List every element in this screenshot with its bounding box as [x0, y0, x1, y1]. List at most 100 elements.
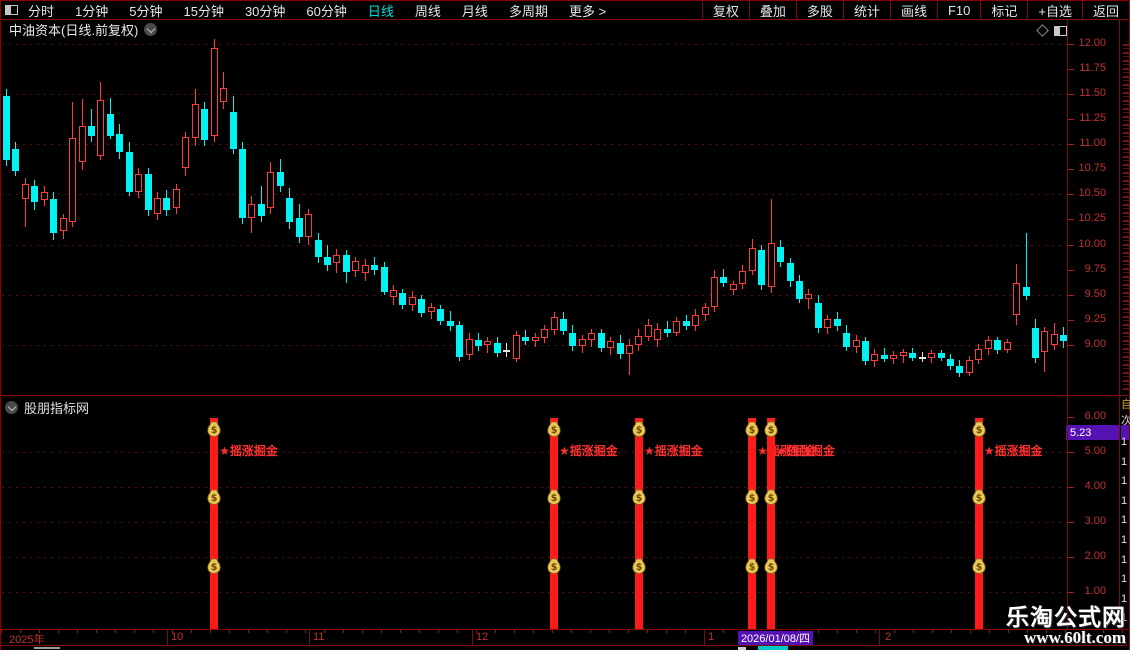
window-pane-icon[interactable]	[5, 5, 18, 15]
tab-period-5分钟[interactable]: 5分钟	[129, 3, 163, 19]
candle-body	[928, 352, 936, 358]
price-axis-label: 9.00	[1084, 337, 1106, 350]
toolbar-button-统计[interactable]: 统计	[842, 1, 890, 20]
money-bag-icon: $	[207, 556, 221, 574]
strip-digit: 1	[1121, 475, 1128, 488]
toolbar-button-+自选[interactable]: +自选	[1027, 1, 1082, 20]
toolbar-button-叠加[interactable]: 叠加	[748, 1, 796, 20]
candle-body	[663, 328, 671, 333]
candle-body	[503, 349, 511, 352]
period-toolbar: 分时 1分钟 5分钟 15分钟 30分钟 60分钟 日线 周线 月线 多周期 更多 > 复权 叠加 多股…	[1, 0, 1130, 20]
candle-body	[767, 242, 775, 287]
candle-wick	[90, 109, 92, 143]
candle-body	[777, 246, 785, 262]
tab-period-月线[interactable]: 月线	[461, 3, 488, 19]
candle-body	[1031, 327, 1039, 358]
toolbar-button-标记[interactable]: 标记	[980, 1, 1027, 20]
toolbar-button-画线[interactable]: 画线	[889, 1, 937, 20]
indicator-panel[interactable]: $ $ $ ★摇涨掘金 $ $ $ ★摇涨掘金 $ $ $ ★摇涨掘金 $ $ $ ★摇涨掘金 $ $ $ ★摇涨掘金…	[2, 396, 1067, 629]
candle-body	[437, 308, 445, 321]
time-axis: 2025年 2026/01/08/四 10 11 12 1 2	[1, 630, 1130, 646]
svg-text:$: $	[749, 425, 756, 436]
candle-body	[644, 324, 652, 337]
candle-body	[1022, 286, 1030, 296]
money-bag-icon: $	[207, 418, 221, 437]
price-axis-label: 11.25	[1079, 112, 1106, 125]
candle-body	[833, 318, 841, 326]
highlighted-date: 2026/01/08/四	[738, 630, 813, 645]
candle-body	[758, 249, 766, 285]
candle-body	[597, 332, 605, 348]
candle-body	[654, 328, 662, 340]
month-separator	[167, 630, 168, 645]
price-axis-tick	[1068, 319, 1074, 321]
candle-body	[201, 109, 209, 141]
tab-period-周线[interactable]: 周线	[414, 3, 441, 19]
candle-body	[512, 334, 520, 359]
toolbar-button-F10[interactable]: F10	[936, 1, 980, 20]
price-axis-label: 11.50	[1079, 87, 1106, 100]
indicator-axis-tick	[1068, 592, 1074, 593]
candle-body	[144, 174, 152, 211]
candle-body	[522, 336, 530, 341]
toolbar-button-复权[interactable]: 复权	[701, 1, 749, 20]
svg-text:$: $	[768, 562, 775, 573]
candle-body	[446, 320, 454, 326]
candle-body	[814, 302, 822, 328]
indicator-axis: 6.00 5.00 4.00 3.00 2.00 1.00	[1067, 0, 1120, 629]
candle-body	[682, 320, 690, 326]
candle-body	[984, 339, 992, 349]
money-bag-icon: $	[547, 556, 561, 574]
chevron-down-icon[interactable]	[5, 401, 18, 414]
candle-body	[456, 324, 464, 357]
candle-body	[21, 184, 29, 200]
month-label: 10	[171, 631, 184, 643]
tab-period-15分钟[interactable]: 15分钟	[183, 3, 224, 19]
tab-period-分时[interactable]: 分时	[28, 3, 55, 19]
svg-text:$: $	[551, 562, 558, 573]
svg-text:$: $	[636, 425, 643, 436]
svg-text:$: $	[768, 493, 775, 504]
signal-bar	[748, 418, 757, 629]
month-label: 2	[885, 631, 892, 643]
indicator-axis-label: 3.00	[1084, 515, 1106, 527]
price-axis-label: 10.25	[1078, 212, 1106, 225]
signal-bar	[767, 418, 776, 629]
price-axis-tick	[1068, 44, 1074, 45]
tab-period-多周期[interactable]: 多周期	[508, 3, 548, 19]
price-gridline	[2, 194, 1067, 196]
signal-bar	[550, 418, 559, 629]
strip-digit: 1	[1121, 534, 1128, 546]
price-axis-tick	[1068, 344, 1074, 346]
chevron-down-icon[interactable]	[144, 22, 158, 36]
price-gridline	[2, 344, 1067, 346]
toolbar-button-多股[interactable]: 多股	[795, 1, 843, 20]
candle-body	[616, 342, 624, 354]
price-axis-label: 11.75	[1079, 62, 1106, 75]
indicator-axis-tick	[1068, 557, 1074, 558]
candle-body	[50, 199, 58, 233]
split-view-icon[interactable]	[1054, 26, 1067, 36]
candle-body	[1003, 341, 1011, 350]
money-bag-icon: $	[972, 556, 986, 574]
candle-body	[69, 138, 77, 223]
tab-period-日线[interactable]: 日线	[367, 3, 394, 19]
toolbar-button-返回[interactable]: 返回	[1081, 1, 1129, 20]
right-edge-strip: 自 次 1 1 1 1 1 1 1 1 1 1	[1120, 20, 1130, 645]
tab-period-30分钟[interactable]: 30分钟	[244, 3, 286, 19]
main-candlestick-chart[interactable]	[2, 38, 1067, 395]
candle-body	[635, 335, 643, 345]
tab-period-1分钟[interactable]: 1分钟	[75, 3, 109, 19]
candle-body	[380, 266, 388, 292]
candle-body	[40, 192, 48, 201]
candle-body	[965, 359, 973, 373]
candle-body	[701, 306, 709, 315]
indicator-axis-label: 4.00	[1084, 480, 1106, 492]
tab-period-更多 >[interactable]: 更多 >	[568, 3, 607, 19]
tab-period-60分钟[interactable]: 60分钟	[306, 3, 347, 19]
strip-digit: 1	[1121, 553, 1128, 566]
candle-body	[78, 126, 86, 163]
candle-body	[729, 283, 737, 290]
money-bag-icon: $	[632, 418, 646, 437]
strip-digit: 1	[1121, 436, 1128, 448]
